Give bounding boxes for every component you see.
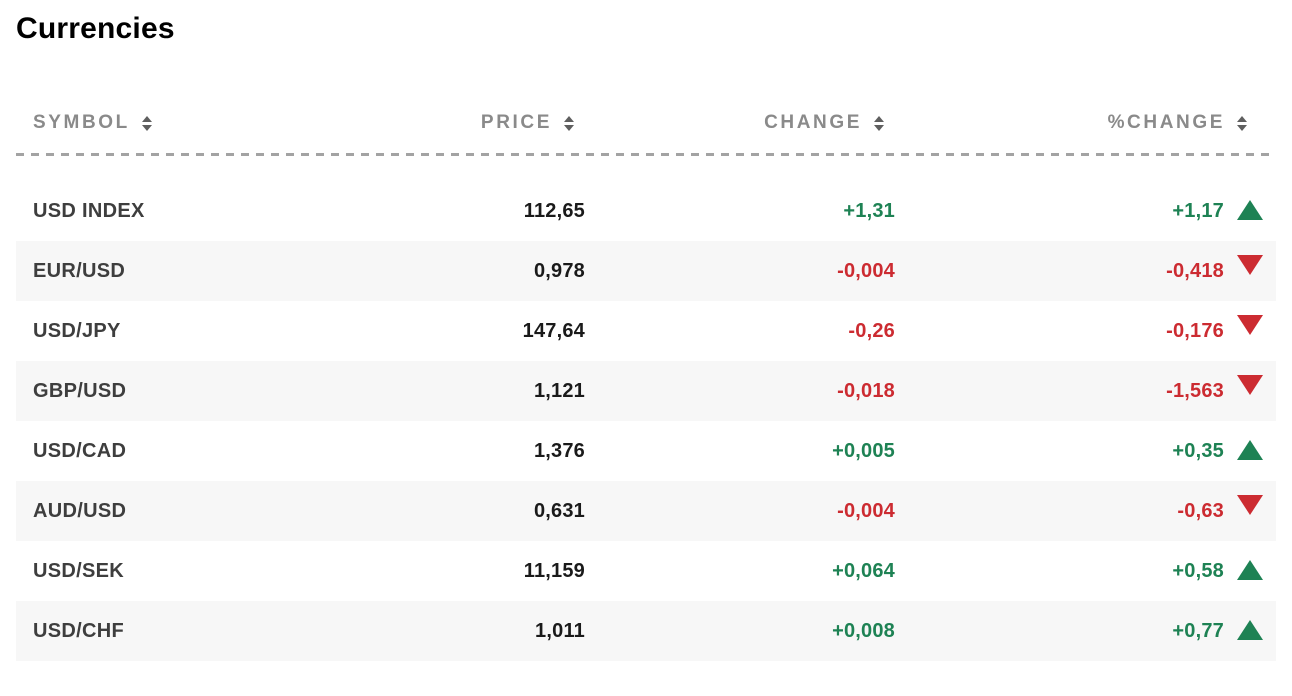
pct-change-value: +0,58: [1172, 559, 1224, 582]
change-value: +0,064: [832, 559, 895, 582]
change-value: -0,26: [848, 319, 895, 342]
price-value: 11,159: [523, 559, 585, 582]
column-header-symbol[interactable]: SYMBOL: [33, 112, 316, 134]
pct-change-value: -1,563: [1166, 379, 1224, 402]
table-row: USD/CHF 1,011 +0,008 +0,77: [16, 601, 1276, 661]
change-value: -0,004: [837, 259, 895, 282]
direction-icon: [1237, 255, 1263, 275]
column-header-pct-change[interactable]: %CHANGE: [895, 112, 1263, 134]
pct-change-cell: -1,563: [895, 375, 1263, 403]
table-row: USD/JPY 147,64 -0,26 -0,176: [16, 301, 1276, 361]
pct-change-cell: -0,176: [895, 315, 1263, 343]
pct-change-value: +0,77: [1172, 619, 1224, 642]
price-value: 1,376: [533, 439, 585, 462]
column-header-change[interactable]: CHANGE: [585, 112, 895, 134]
pct-change-value: +0,35: [1172, 439, 1224, 462]
table-row: GBP/USD 1,121 -0,018 -1,563: [16, 361, 1276, 421]
symbol-link[interactable]: USD/JPY: [33, 319, 121, 342]
table-row: EUR/USD 0,978 -0,004 -0,418: [16, 241, 1276, 301]
pct-change-cell: -0,63: [895, 495, 1263, 523]
column-header-label: SYMBOL: [33, 112, 130, 133]
pct-change-value: -0,418: [1166, 259, 1224, 282]
symbol-link[interactable]: EUR/USD: [33, 259, 126, 282]
sort-arrows-icon: [1237, 115, 1247, 131]
direction-icon: [1237, 620, 1263, 640]
direction-icon: [1237, 495, 1263, 515]
currencies-table: USD INDEX 112,65 +1,31 +1,17 EUR/USD 0,9…: [16, 181, 1276, 661]
change-value: -0,004: [837, 499, 895, 522]
price-value: 1,011: [535, 619, 585, 642]
change-value: -0,018: [837, 379, 895, 402]
currencies-section: Currencies SYMBOL PRICE CHANGE %CHANGE U…: [0, 12, 1292, 661]
change-value: +0,008: [832, 619, 895, 642]
symbol-link[interactable]: USD/CHF: [33, 619, 124, 642]
table-row: USD/SEK 11,159 +0,064 +0,58: [16, 541, 1276, 601]
column-header-label: CHANGE: [764, 112, 862, 133]
pct-change-cell: -0,418: [895, 255, 1263, 283]
price-value: 1,121: [533, 379, 585, 402]
direction-icon: [1237, 315, 1263, 335]
symbol-link[interactable]: AUD/USD: [33, 499, 127, 522]
direction-icon: [1237, 440, 1263, 460]
page-title: Currencies: [16, 12, 175, 45]
pct-change-value: -0,63: [1177, 499, 1224, 522]
table-row: USD/CAD 1,376 +0,005 +0,35: [16, 421, 1276, 481]
table-row: USD INDEX 112,65 +1,31 +1,17: [16, 181, 1276, 241]
table-header-row: SYMBOL PRICE CHANGE %CHANGE: [16, 108, 1276, 138]
price-value: 0,978: [533, 259, 585, 282]
pct-change-cell: +0,35: [895, 440, 1263, 463]
symbol-link[interactable]: USD INDEX: [33, 199, 145, 222]
pct-change-value: +1,17: [1172, 199, 1224, 222]
change-value: +1,31: [843, 199, 895, 222]
column-header-label: %CHANGE: [1107, 112, 1225, 133]
symbol-link[interactable]: GBP/USD: [33, 379, 127, 402]
pct-change-cell: +0,58: [895, 560, 1263, 583]
direction-icon: [1237, 560, 1263, 580]
change-value: +0,005: [832, 439, 895, 462]
column-header-price[interactable]: PRICE: [316, 112, 585, 134]
table-row: AUD/USD 0,631 -0,004 -0,63: [16, 481, 1276, 541]
sort-arrows-icon: [564, 115, 574, 131]
pct-change-value: -0,176: [1166, 319, 1224, 342]
price-value: 0,631: [533, 499, 585, 522]
symbol-link[interactable]: USD/CAD: [33, 439, 127, 462]
sort-arrows-icon: [874, 115, 884, 131]
pct-change-cell: +1,17: [895, 200, 1263, 223]
pct-change-cell: +0,77: [895, 620, 1263, 643]
price-value: 147,64: [522, 319, 585, 342]
direction-icon: [1237, 200, 1263, 220]
sort-arrows-icon: [141, 115, 152, 131]
header-divider: [16, 153, 1276, 156]
price-value: 112,65: [523, 199, 585, 222]
column-header-label: PRICE: [480, 112, 552, 133]
direction-icon: [1237, 375, 1263, 395]
symbol-link[interactable]: USD/SEK: [33, 559, 125, 582]
